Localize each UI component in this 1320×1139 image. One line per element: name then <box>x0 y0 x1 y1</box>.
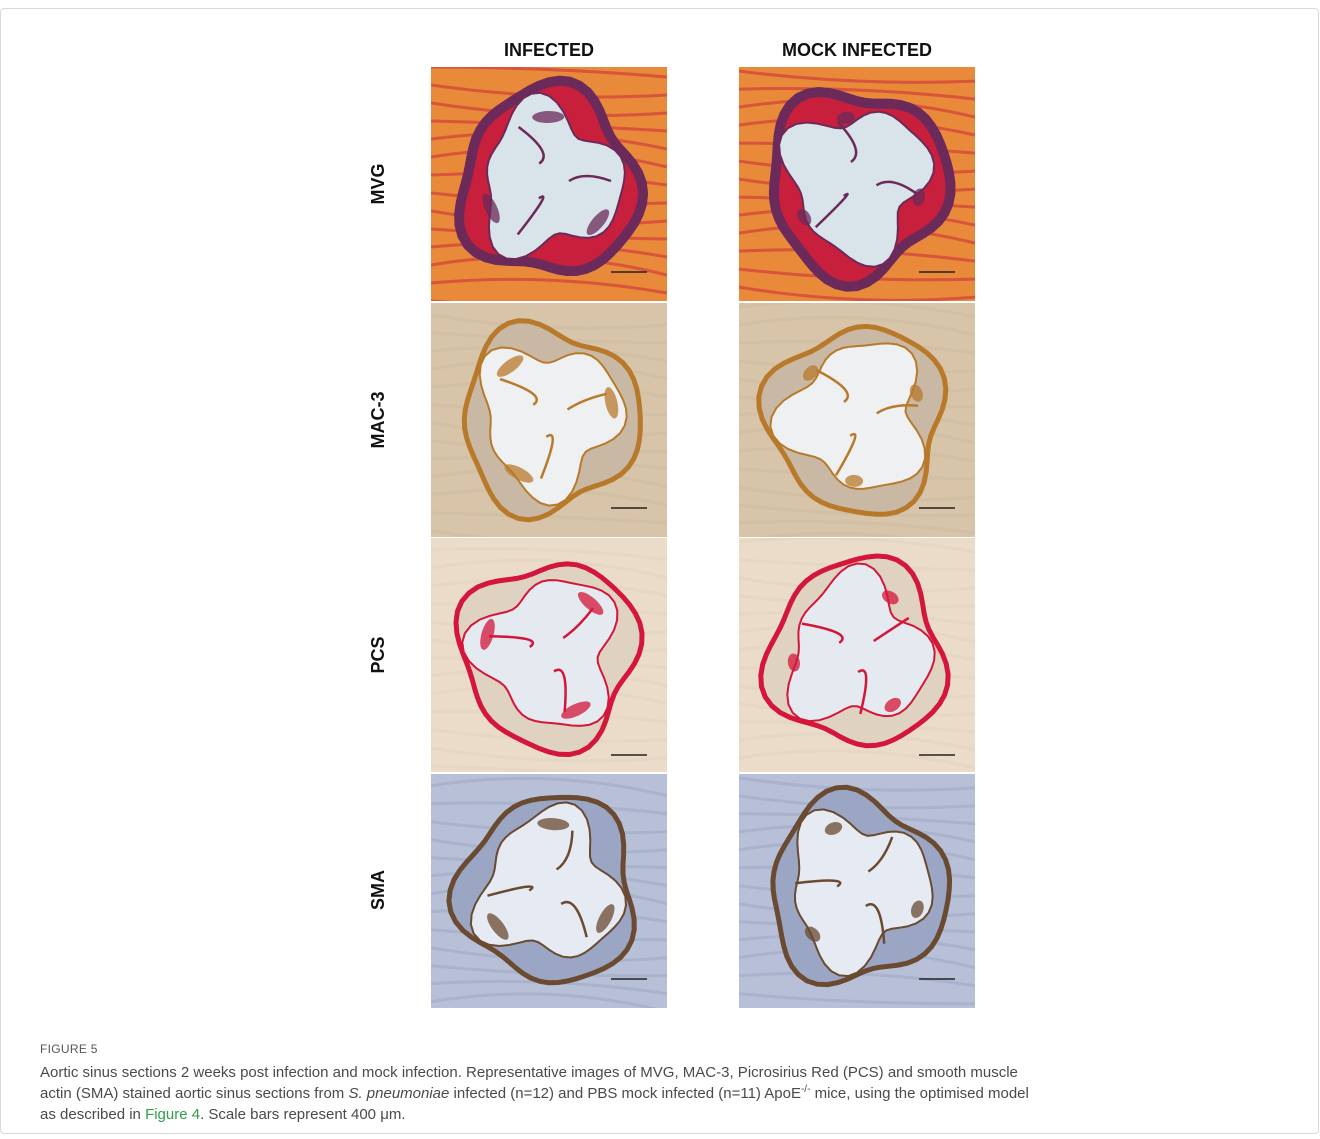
caption-line1: Aortic sinus sections 2 weeks post infec… <box>40 1064 1018 1081</box>
micrograph-pcs-mock-infected <box>739 538 975 772</box>
caption-line3a: as described in <box>40 1106 146 1123</box>
caption-species: S. pneumoniae <box>348 1085 450 1102</box>
row-label-sma: SMA <box>368 870 388 910</box>
column-header-infected: INFECTED <box>504 40 594 60</box>
row-label-mvg: MVG <box>368 163 388 205</box>
caption-superscript: -/- <box>800 1084 811 1095</box>
micrograph-mac-3-infected <box>431 303 667 537</box>
caption-line3b: . Scale bars represent 400 μm. <box>200 1106 406 1123</box>
column-header-mock-infected: MOCK INFECTED <box>782 40 932 60</box>
row-label-pcs: PCS <box>368 636 388 674</box>
caption-line2c: mice, using the optimised model <box>810 1085 1029 1102</box>
micrograph-sma-mock-infected <box>739 774 975 1008</box>
micrograph-mvg-infected <box>431 67 667 301</box>
micrograph-mac-3-mock-infected <box>739 303 975 537</box>
micrograph-sma-infected <box>431 774 667 1008</box>
micrograph-mvg-mock-infected <box>739 67 975 301</box>
micrograph-pcs-infected <box>431 538 667 772</box>
figure-4-link[interactable]: Figure 4 <box>145 1106 201 1123</box>
figure-caption: Aortic sinus sections 2 weeks post infec… <box>40 1062 1290 1125</box>
caption-line2b: infected (n=12) and PBS mock infected (n… <box>449 1085 801 1102</box>
caption-line2a: actin (SMA) stained aortic sinus section… <box>40 1085 349 1102</box>
row-label-mac3: MAC-3 <box>368 391 388 449</box>
figure-label: FIGURE 5 <box>40 1042 98 1056</box>
